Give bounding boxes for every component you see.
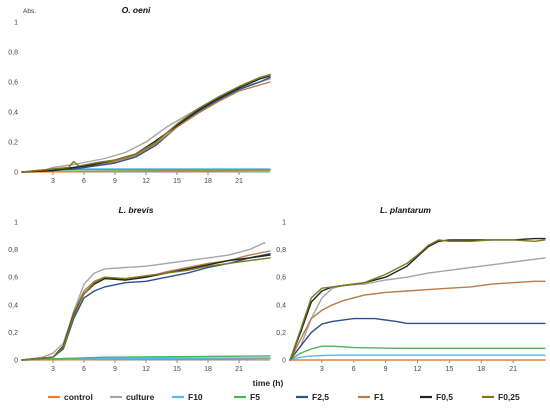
legend-label-culture: culture <box>126 392 155 402</box>
l-brevis-y-tick-label: 1 <box>14 220 18 227</box>
l-brevis-series-f5 <box>21 355 271 361</box>
l-brevis-y-tick-label: 0,4 <box>8 302 18 309</box>
l-plantarum-y-tick-label: 0 <box>282 358 286 365</box>
l-plantarum-series-f2-5 <box>289 317 546 361</box>
o-oeni-x-tick-label: 18 <box>204 178 212 185</box>
o-oeni-y-tick-label: 0,4 <box>8 110 18 117</box>
o-oeni-series-f1 <box>21 81 271 173</box>
l-brevis-series-f0-5 <box>21 254 271 361</box>
o-oeni-x-tick-label: 9 <box>113 178 117 185</box>
panel-l-brevis: 0 0,2 0,4 0,6 0,8 1 3 6 9 12 15 18 21 L. brevis <box>8 205 271 373</box>
legend-label-f0-25: F0,25 <box>498 392 520 402</box>
l-plantarum-y-tick-label: 0,2 <box>276 330 286 337</box>
l-plantarum-y-tick-label: 1 <box>282 220 286 227</box>
l-brevis-x-tick-label: 3 <box>51 366 55 373</box>
o-oeni-y-tick-label: 0,2 <box>8 140 18 147</box>
l-plantarum-series-f0-5 <box>289 237 546 361</box>
l-plantarum-x-tick-label: 6 <box>352 366 356 373</box>
legend-label-f1: F1 <box>374 392 384 402</box>
l-brevis-y-tick-label: 0 <box>14 358 18 365</box>
l-brevis-series-f1 <box>21 250 271 361</box>
o-oeni-x-tick-label: 15 <box>173 178 181 185</box>
l-plantarum-y-tick-label: 0,8 <box>276 247 286 254</box>
l-plantarum-panel-title: L. plantarum <box>380 205 431 215</box>
o-oeni-x-tick-label: 21 <box>235 178 243 185</box>
l-plantarum-series-f0-25 <box>289 239 546 361</box>
o-oeni-y-tick-label: 0 <box>14 170 18 177</box>
l-plantarum-series-f10 <box>289 354 546 361</box>
l-plantarum-series-f5 <box>289 345 546 361</box>
l-brevis-panel-title: L. brevis <box>119 205 154 215</box>
o-oeni-series-f2-5 <box>21 76 271 173</box>
panel-l-plantarum: 0 0,2 0,4 0,6 0,8 1 3 6 9 12 15 18 21 L. plantarum <box>276 205 546 373</box>
legend-label-f5: F5 <box>250 392 260 402</box>
o-oeni-x-tick-label: 6 <box>82 178 86 185</box>
legend-label-control: control <box>64 392 93 402</box>
l-plantarum-y-tick-label: 0,4 <box>276 302 286 309</box>
o-oeni-y-tick-label: 0,8 <box>8 50 18 57</box>
l-brevis-x-tick-label: 12 <box>142 366 150 373</box>
o-oeni-series-control <box>21 169 271 173</box>
panel-o-oeni: 0 0,2 0,4 0,6 0,8 1 3 6 9 12 15 18 21 O. oeni Abs. <box>8 5 271 185</box>
l-brevis-x-tick-label: 6 <box>82 366 86 373</box>
l-brevis-x-tick-label: 9 <box>113 366 117 373</box>
l-brevis-y-tick-label: 0,6 <box>8 275 18 282</box>
l-brevis-x-tick-label: 18 <box>204 366 212 373</box>
x-axis-label: time (h) <box>253 378 284 388</box>
l-brevis-series-culture <box>21 242 266 361</box>
l-plantarum-x-tick-label: 18 <box>477 366 485 373</box>
l-plantarum-x-tick-label: 3 <box>320 366 324 373</box>
legend-label-f0-5: F0,5 <box>436 392 453 402</box>
l-brevis-x-tick-label: 15 <box>173 366 181 373</box>
o-oeni-x-tick-label: 3 <box>51 178 55 185</box>
l-plantarum-x-tick-label: 15 <box>445 366 453 373</box>
legend-label-f10: F10 <box>188 392 203 402</box>
l-brevis-y-tick-label: 0,2 <box>8 330 18 337</box>
l-plantarum-y-tick-label: 0,6 <box>276 275 286 282</box>
o-oeni-x-tick-label: 12 <box>142 178 150 185</box>
l-plantarum-x-tick-label: 9 <box>384 366 388 373</box>
o-oeni-series-f0-25 <box>21 73 271 173</box>
legend: control culture F10 F5 F2,5 F1 F0,5 F0,25 <box>48 392 520 402</box>
o-oeni-series-f0-5 <box>21 75 271 173</box>
l-brevis-series-control <box>21 357 271 361</box>
o-oeni-y-tick-label: 1 <box>14 20 18 27</box>
l-plantarum-x-tick-label: 12 <box>414 366 422 373</box>
l-brevis-series-f2-5 <box>21 253 271 361</box>
l-plantarum-x-tick-label: 21 <box>509 366 517 373</box>
l-plantarum-series-f1 <box>289 280 546 361</box>
l-brevis-y-tick-label: 0,8 <box>8 247 18 254</box>
legend-label-f2-5: F2,5 <box>312 392 329 402</box>
o-oeni-y-tick-label: 0,6 <box>8 80 18 87</box>
o-oeni-y-axis-label: Abs. <box>23 8 36 15</box>
l-brevis-x-tick-label: 21 <box>235 366 243 373</box>
l-brevis-series-f0-25 <box>21 257 271 361</box>
o-oeni-panel-title: O. oeni <box>122 5 151 15</box>
l-plantarum-series-culture <box>289 257 546 361</box>
